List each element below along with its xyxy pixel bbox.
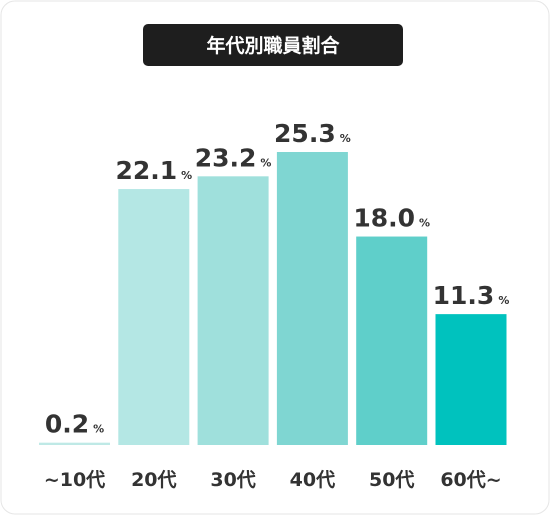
bar [39,442,110,445]
x-tick-label: 50代 [369,469,414,491]
bar [118,189,190,445]
bar [276,152,348,445]
x-tick-label: 40代 [290,469,335,491]
x-tick-label: 60代~ [440,469,501,491]
value-label: 25.3% [274,119,351,148]
bar [435,314,507,445]
title-box [143,24,403,66]
value-label: 0.2% [45,410,104,439]
value-label: 11.3% [433,281,510,310]
x-tick-label: ~10代 [44,469,105,491]
chart-title: 年代別職員割合 [206,34,340,57]
bar [197,176,269,445]
value-label: 22.1% [115,156,192,185]
value-label: 18.0% [353,204,430,233]
value-label: 23.2% [195,143,272,172]
x-tick-label: 30代 [210,469,255,491]
bar [356,236,428,445]
x-tick-label: 20代 [131,469,176,491]
